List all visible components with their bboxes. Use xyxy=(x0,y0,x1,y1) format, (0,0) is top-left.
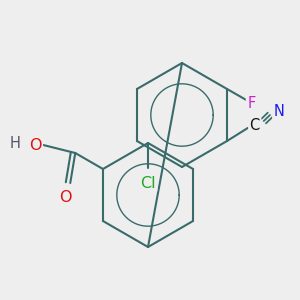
Text: N: N xyxy=(274,103,284,118)
Text: O: O xyxy=(59,190,71,205)
Text: H: H xyxy=(10,136,21,151)
Text: C: C xyxy=(250,118,260,133)
Text: F: F xyxy=(247,95,255,110)
Text: Cl: Cl xyxy=(140,176,156,190)
Text: O: O xyxy=(29,137,41,152)
